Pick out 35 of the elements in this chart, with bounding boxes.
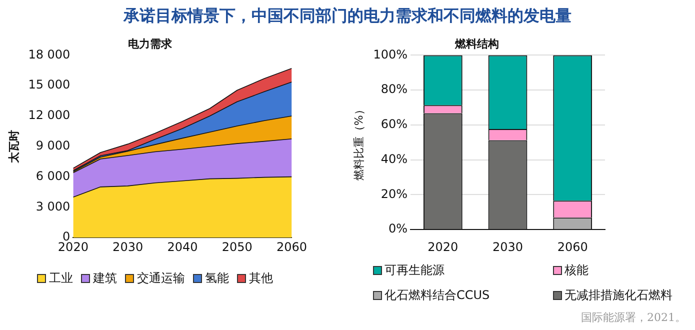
y-tick-label: 100%: [373, 47, 408, 62]
y-tick-label: 80%: [380, 82, 408, 96]
y-tick-label: 60%: [380, 117, 408, 132]
y-axis-title: 太瓦时: [7, 130, 20, 164]
y-tick-label: 12 000: [28, 108, 70, 122]
y-tick-label: 18 000: [28, 47, 70, 62]
x-tick-label: 2030: [492, 240, 524, 254]
legend-label: 可再生能源: [384, 262, 444, 279]
legend-label: 工业: [49, 270, 73, 287]
legend-label: 核能: [564, 262, 588, 279]
legend-label: 化石燃料结合CCUS: [384, 287, 490, 304]
chart-subtitle: 电力需求: [128, 37, 173, 50]
chart-title: 燃料结构: [454, 37, 499, 50]
x-tick-label: 2020: [58, 240, 88, 254]
y-tick-label: 0%: [388, 222, 408, 236]
y-tick-label: 20%: [380, 186, 408, 201]
legend-label: 建筑: [93, 270, 117, 287]
y-tick-label: 6 000: [36, 168, 70, 183]
text: 国际能源署，2021。: [581, 310, 686, 325]
legend-label: 氢能: [205, 270, 229, 287]
x-tick-label: 2050: [222, 240, 252, 254]
x-tick-label: 2020: [428, 240, 458, 254]
x-tick-label: 2060: [276, 240, 308, 254]
x-tick-label: 2060: [557, 240, 588, 254]
y-tick-label: 15 000: [28, 78, 70, 92]
y-tick-label: 3 000: [36, 199, 70, 214]
y-tick-label: 9 000: [36, 138, 70, 153]
legend-label: 无减排措施化石燃料: [564, 287, 672, 304]
y-axis-title: 燃料比重（%）: [352, 104, 366, 181]
legend-label: 交通运输: [137, 270, 185, 287]
text: 承诺目标情景下，中国不同部门的电力需求和不同燃料的发电量: [122, 6, 572, 27]
legend-label: 其他: [249, 270, 273, 287]
x-tick-label: 2030: [112, 240, 144, 254]
x-tick-label: 2040: [167, 240, 198, 254]
y-tick-label: 40%: [380, 152, 408, 166]
